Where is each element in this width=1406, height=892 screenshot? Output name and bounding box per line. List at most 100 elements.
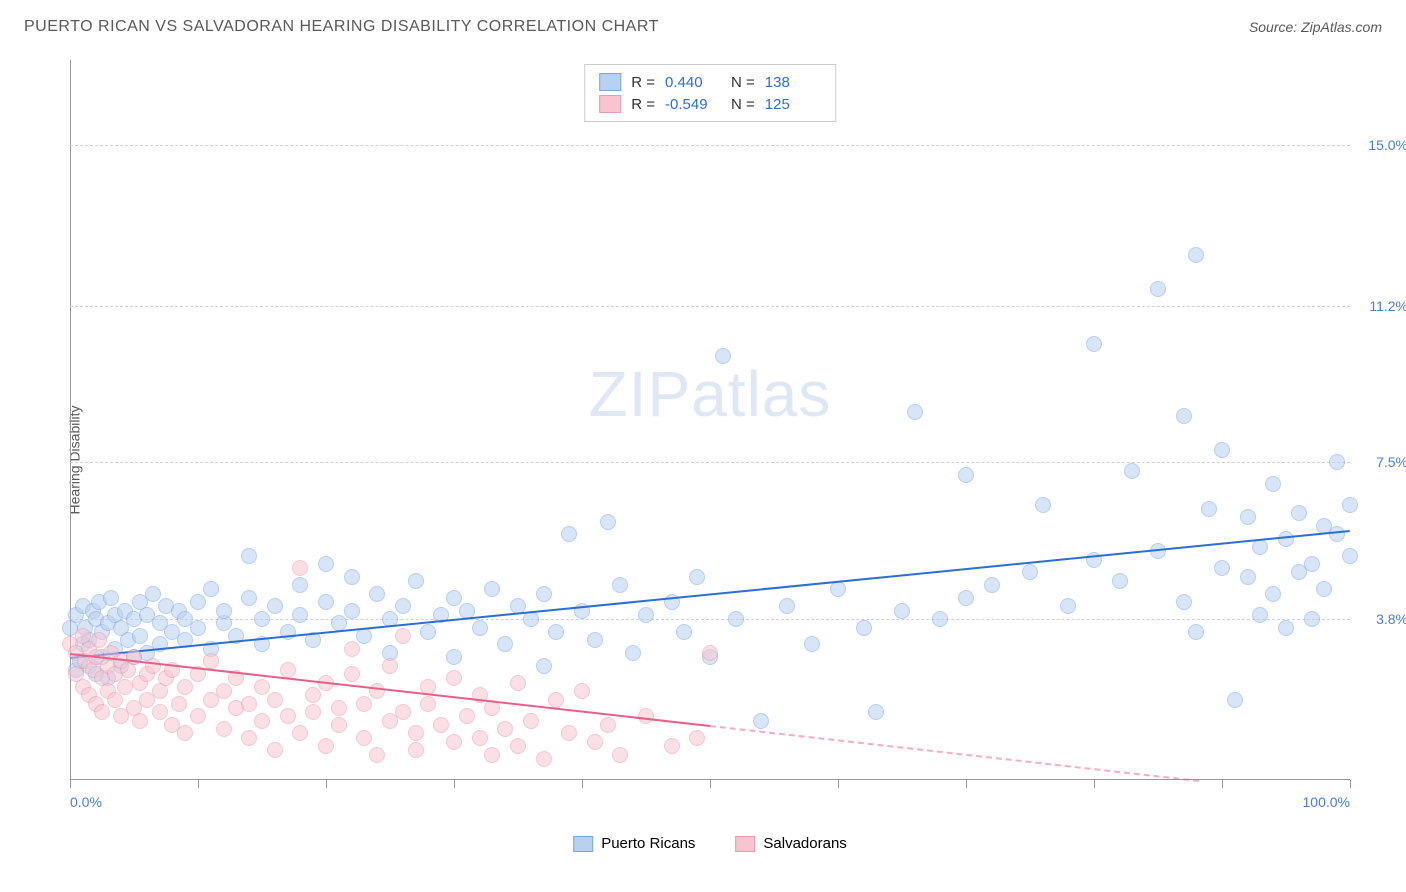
data-point: [1086, 336, 1102, 352]
data-point: [94, 704, 110, 720]
data-point: [702, 645, 718, 661]
data-point: [1240, 509, 1256, 525]
data-point: [1214, 560, 1230, 576]
data-point: [497, 636, 513, 652]
data-point: [344, 666, 360, 682]
x-tick: [710, 780, 711, 788]
data-point: [587, 632, 603, 648]
x-tick-label: 0.0%: [70, 794, 102, 810]
data-point: [369, 683, 385, 699]
data-point: [241, 548, 257, 564]
legend-row: R =0.440N =138: [599, 71, 821, 93]
data-point: [216, 603, 232, 619]
data-point: [1227, 692, 1243, 708]
data-point: [1316, 581, 1332, 597]
x-tick: [966, 780, 967, 788]
data-point: [1252, 607, 1268, 623]
data-point: [254, 679, 270, 695]
data-point: [190, 708, 206, 724]
data-point: [1112, 573, 1128, 589]
data-point: [1265, 476, 1281, 492]
data-point: [190, 594, 206, 610]
x-tick: [454, 780, 455, 788]
data-point: [117, 679, 133, 695]
data-point: [356, 628, 372, 644]
x-tick: [838, 780, 839, 788]
data-point: [241, 730, 257, 746]
legend-swatch: [599, 73, 621, 91]
data-point: [177, 679, 193, 695]
data-point: [1188, 247, 1204, 263]
data-point: [689, 730, 705, 746]
data-point: [574, 683, 590, 699]
plot-area: ZIPatlas R =0.440N =138R =-0.549N =125 3…: [70, 60, 1350, 820]
x-tick: [70, 780, 71, 788]
data-point: [171, 696, 187, 712]
data-point: [344, 569, 360, 585]
y-tick-label: 11.2%: [1369, 298, 1406, 314]
data-point: [254, 611, 270, 627]
chart-header: PUERTO RICAN VS SALVADORAN HEARING DISAB…: [0, 0, 1406, 46]
data-point: [1342, 497, 1358, 513]
data-point: [715, 348, 731, 364]
legend-swatch: [599, 95, 621, 113]
data-point: [1304, 611, 1320, 627]
legend-row: R =-0.549N =125: [599, 93, 821, 115]
data-point: [894, 603, 910, 619]
data-point: [1240, 569, 1256, 585]
legend-label: Puerto Ricans: [601, 835, 695, 852]
data-point: [676, 624, 692, 640]
x-tick: [1222, 780, 1223, 788]
data-point: [344, 603, 360, 619]
legend-r-label: R =: [631, 74, 655, 91]
data-point: [292, 725, 308, 741]
data-point: [510, 675, 526, 691]
data-point: [484, 581, 500, 597]
data-point: [331, 717, 347, 733]
x-tick: [326, 780, 327, 788]
data-point: [779, 598, 795, 614]
data-point: [305, 687, 321, 703]
data-point: [446, 670, 462, 686]
data-point: [203, 581, 219, 597]
data-point: [600, 514, 616, 530]
data-point: [1304, 556, 1320, 572]
data-point: [395, 598, 411, 614]
data-point: [638, 607, 654, 623]
data-point: [1176, 408, 1192, 424]
data-point: [612, 577, 628, 593]
data-point: [203, 653, 219, 669]
data-point: [1188, 624, 1204, 640]
data-point: [292, 607, 308, 623]
data-point: [241, 590, 257, 606]
data-point: [753, 713, 769, 729]
x-tick-label: 100.0%: [1303, 794, 1350, 810]
legend-n-value: 138: [765, 74, 821, 91]
grid-line: [70, 306, 1350, 307]
data-point: [1342, 548, 1358, 564]
data-point: [830, 581, 846, 597]
data-point: [145, 658, 161, 674]
data-point: [408, 725, 424, 741]
data-point: [561, 526, 577, 542]
data-point: [664, 738, 680, 754]
legend-n-value: 125: [765, 96, 821, 113]
legend-swatch: [735, 836, 755, 852]
correlation-legend: R =0.440N =138R =-0.549N =125: [584, 64, 836, 122]
data-point: [446, 590, 462, 606]
data-point: [145, 586, 161, 602]
legend-item: Salvadorans: [735, 835, 846, 852]
x-tick: [582, 780, 583, 788]
data-point: [267, 598, 283, 614]
data-point: [177, 725, 193, 741]
chart-title: PUERTO RICAN VS SALVADORAN HEARING DISAB…: [24, 18, 659, 36]
data-point: [856, 620, 872, 636]
data-point: [587, 734, 603, 750]
data-point: [1022, 564, 1038, 580]
data-point: [958, 467, 974, 483]
x-tick: [1350, 780, 1351, 788]
y-tick-label: 7.5%: [1376, 454, 1406, 470]
data-point: [190, 620, 206, 636]
legend-r-value: 0.440: [665, 74, 721, 91]
data-point: [600, 717, 616, 733]
